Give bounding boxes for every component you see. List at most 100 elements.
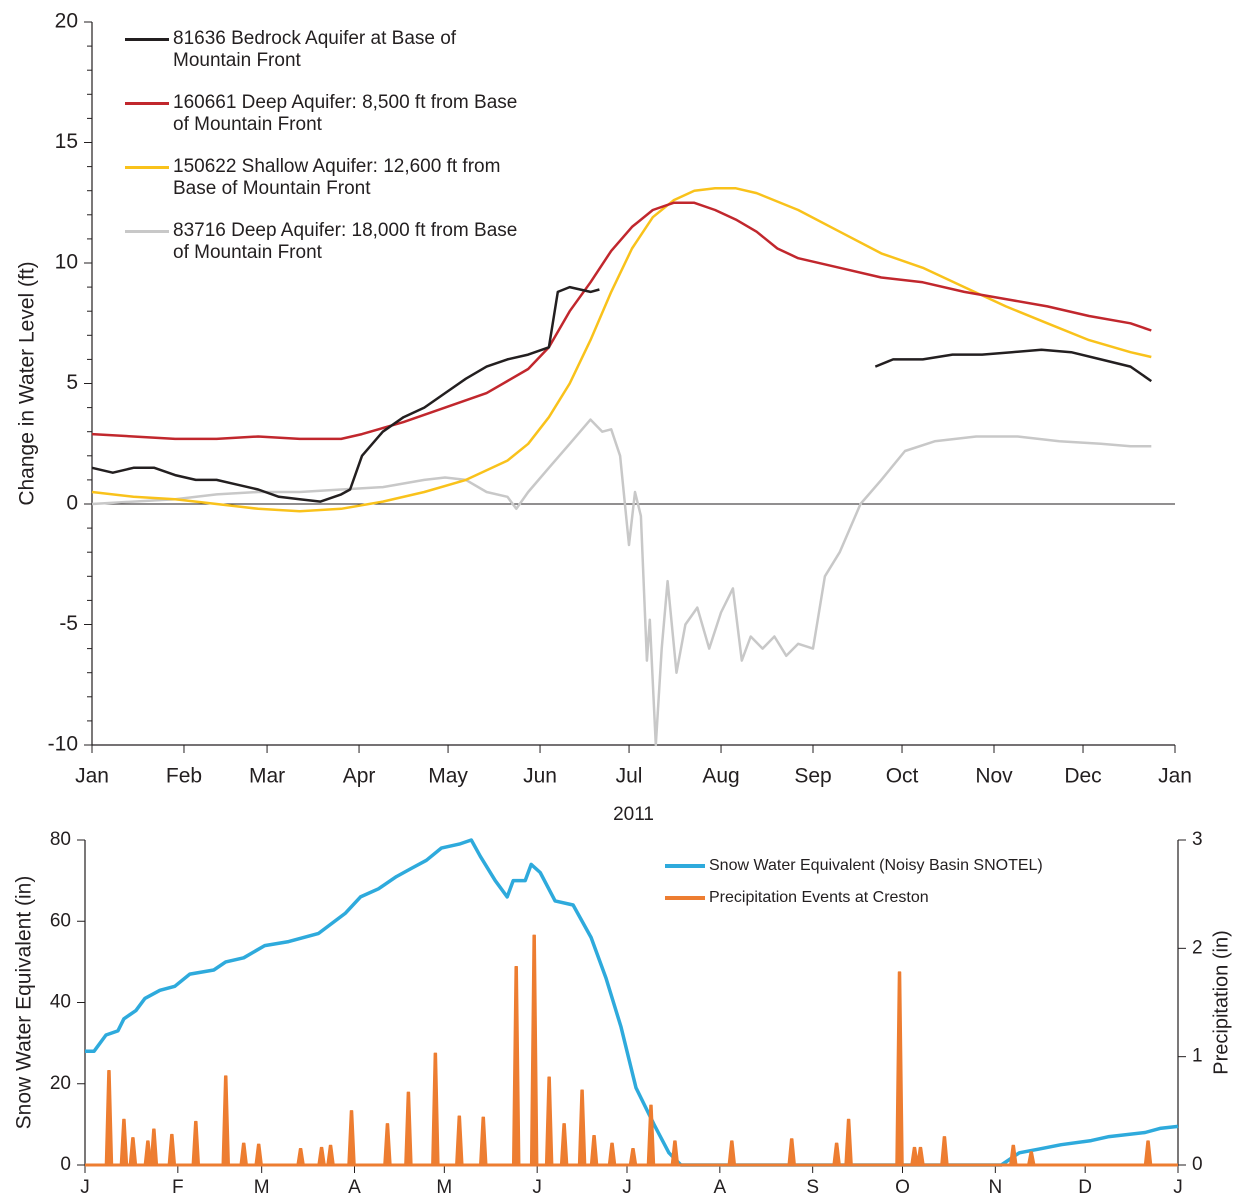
legend-label: 150622 Shallow Aquifer: 12,600 ft from B… [173, 156, 501, 199]
y-tick-label: 20 [50, 1073, 71, 1094]
precip-spike [317, 1146, 326, 1166]
x-tick-label: Jul [616, 765, 643, 788]
precip-spike [1143, 1140, 1153, 1166]
y-axis-label: Change in Water Level (ft) [16, 261, 39, 505]
y2-tick-label: 3 [1192, 829, 1203, 850]
legend-entry: 160661 Deep Aquifer: 8,500 ft from Base … [125, 92, 525, 136]
precip-spike [832, 1142, 841, 1166]
y2-axis-label: Precipitation (in) [1210, 930, 1232, 1075]
precip-spike [326, 1144, 335, 1166]
precip-spike [727, 1140, 737, 1166]
x-tick-label: Oct [886, 765, 919, 788]
y2-tick-label: 1 [1192, 1046, 1203, 1067]
precip-spike [149, 1128, 159, 1166]
x-tick-label: Jan [75, 765, 109, 788]
x-tick-label: S [806, 1177, 819, 1198]
x-tick-label: Jan [1158, 765, 1192, 788]
legend-entry: Precipitation Events at Creston [665, 887, 1043, 909]
y-tick-label: 80 [50, 829, 71, 850]
x-tick-label: J [532, 1177, 542, 1198]
precip-spike [239, 1142, 248, 1166]
precip-spike [787, 1138, 796, 1166]
x-tick-label: D [1078, 1177, 1092, 1198]
series-line [874, 348, 1153, 383]
precip-spike [916, 1146, 925, 1166]
legend-label: Precipitation Events at Creston [709, 889, 929, 906]
precip-spike [544, 1076, 554, 1166]
precip-spike [347, 1110, 356, 1166]
legend: 81636 Bedrock Aquifer at Base of Mountai… [125, 28, 525, 284]
legend: Snow Water Equivalent (Noisy Basin SNOTE… [665, 855, 1043, 919]
x-tick-label: Feb [166, 765, 202, 788]
precip-spike [910, 1146, 919, 1166]
x-tick-label: N [988, 1177, 1002, 1198]
legend-entry: Snow Water Equivalent (Noisy Basin SNOTE… [665, 855, 1043, 877]
y-tick-label: 15 [55, 130, 78, 153]
precip-spike [940, 1136, 949, 1166]
x-tick-label: Jun [523, 765, 557, 788]
x-tick-label: J [622, 1177, 632, 1198]
x-tick-label: J [80, 1177, 90, 1198]
precip-spike [167, 1133, 177, 1166]
y-axis-label: Snow Water Equivalent (in) [13, 876, 36, 1130]
precip-spike [404, 1091, 413, 1166]
precip-spike [104, 1070, 114, 1166]
precip-spike [431, 1052, 440, 1166]
y-tick-label: 0 [60, 1154, 71, 1175]
y-tick-label: -10 [48, 733, 78, 756]
precip-spike [221, 1075, 230, 1166]
precip-spike [646, 1104, 656, 1166]
legend-label: 160661 Deep Aquifer: 8,500 ft from Base … [173, 92, 518, 135]
x-tick-label: May [428, 765, 468, 788]
precip-spike [589, 1135, 599, 1166]
x-tick-label: Mar [249, 765, 285, 788]
legend-swatch [125, 102, 169, 105]
series-line [91, 201, 1152, 441]
legend-swatch [665, 864, 705, 868]
x-tick-label: Sep [794, 765, 831, 788]
precip-spike [119, 1118, 129, 1166]
precip-spike [607, 1142, 617, 1166]
x-tick-label: Apr [343, 765, 376, 788]
y-tick-label: 0 [66, 492, 78, 515]
x-tick-label: M [254, 1177, 270, 1198]
y-tick-label: 60 [50, 910, 71, 931]
precip-spike [143, 1140, 153, 1166]
legend-swatch [125, 38, 169, 41]
legend-entry: 150622 Shallow Aquifer: 12,600 ft from B… [125, 156, 525, 200]
x-tick-label: A [713, 1177, 726, 1198]
legend-swatch [125, 166, 169, 169]
precip-spike [479, 1116, 488, 1166]
legend-label: 83716 Deep Aquifer: 18,000 ft from Base … [173, 220, 518, 263]
precip-spike [1009, 1144, 1018, 1166]
y-tick-label: 5 [66, 371, 78, 394]
precip-spike [128, 1137, 138, 1166]
y-tick-label: 10 [55, 251, 78, 274]
x-tick-label: J [1173, 1177, 1183, 1198]
y-tick-label: 20 [55, 10, 78, 33]
x-tick-label: Nov [975, 765, 1013, 788]
precip-spike [296, 1148, 305, 1166]
legend-label: 81636 Bedrock Aquifer at Base of Mountai… [173, 28, 457, 71]
series-line [91, 418, 1152, 747]
precip-spike [895, 971, 904, 1166]
x-tick-label: O [895, 1177, 910, 1198]
precip-spike [577, 1089, 587, 1166]
legend-swatch [665, 896, 705, 900]
y-tick-label: 40 [50, 992, 71, 1013]
series-line [91, 285, 600, 503]
legend-swatch [125, 230, 169, 233]
precip-spike [628, 1148, 638, 1166]
precip-spike [844, 1118, 853, 1166]
precip-spike [670, 1140, 680, 1166]
x-tick-label: M [436, 1177, 452, 1198]
y-tick-label: -5 [59, 612, 78, 635]
precip-spike [455, 1115, 464, 1166]
y2-tick-label: 2 [1192, 937, 1203, 958]
precip-spike [559, 1123, 569, 1166]
x-tick-label: F [172, 1177, 184, 1198]
precip-spike [254, 1143, 263, 1166]
legend-label: Snow Water Equivalent (Noisy Basin SNOTE… [709, 857, 1043, 874]
